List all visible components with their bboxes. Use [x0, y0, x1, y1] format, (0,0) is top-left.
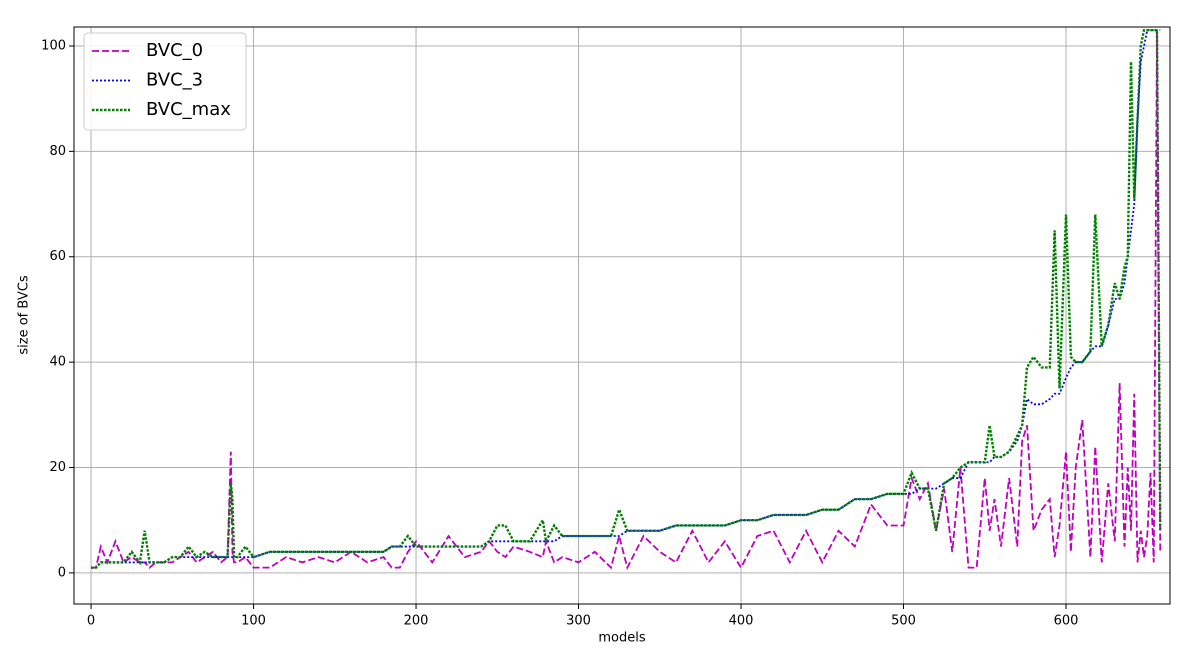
series-line	[91, 30, 1162, 571]
x-axis-label: models	[598, 631, 645, 646]
y-tick-label: 0	[58, 565, 66, 580]
x-tick-label: 300	[566, 614, 591, 629]
y-tick-label: 20	[49, 460, 66, 475]
y-tick-label: 40	[49, 355, 66, 370]
x-tick-label: 0	[87, 614, 95, 629]
plot-frame	[73, 26, 1171, 605]
series-line	[91, 29, 1161, 569]
x-tick-label: 100	[241, 614, 266, 629]
y-tick-label: 100	[41, 38, 66, 53]
grid	[74, 27, 1170, 604]
legend: BVC_0 BVC_3 BVC_max	[83, 32, 247, 131]
y-axis-label: size of BVCs	[17, 275, 32, 354]
legend-label: BVC_0	[146, 40, 203, 61]
y-tick-label: 80	[49, 144, 66, 159]
legend-box	[83, 32, 247, 131]
x-tick-label: 200	[404, 614, 429, 629]
x-tick-label: 500	[891, 614, 916, 629]
x-tick-label: 600	[1054, 614, 1079, 629]
plot-lines	[91, 28, 1162, 571]
x-tick-label: 400	[729, 614, 754, 629]
series-line	[91, 28, 1162, 569]
legend-label: BVC_max	[146, 99, 231, 120]
y-tick-label: 60	[49, 249, 66, 264]
legend-label: BVC_3	[146, 70, 203, 91]
